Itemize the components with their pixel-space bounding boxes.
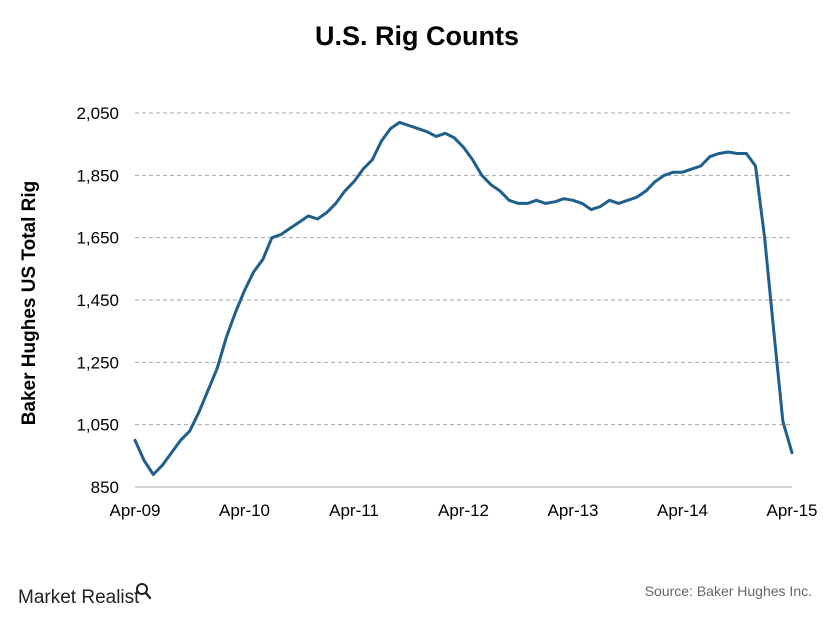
series-layer bbox=[133, 120, 794, 476]
y-tick-label: 1,450 bbox=[76, 291, 119, 310]
x-tick-label: Apr-09 bbox=[109, 501, 160, 520]
y-axis-ticks: 2,050 1,850 1,650 1,450 1,250 1,050 850 bbox=[76, 104, 119, 497]
x-tick-label: Apr-11 bbox=[329, 501, 379, 520]
y-tick-label: 1,850 bbox=[76, 166, 119, 185]
y-tick-label: 1,250 bbox=[76, 353, 119, 372]
brand-logo: Market Realist bbox=[18, 583, 152, 608]
x-tick-label: Apr-13 bbox=[547, 501, 598, 520]
brand-name: Market Realist bbox=[18, 587, 140, 608]
grid-lines bbox=[135, 112, 792, 426]
series-line bbox=[133, 120, 794, 476]
x-tick-label: Apr-12 bbox=[438, 501, 489, 520]
magnifier-icon bbox=[136, 583, 152, 600]
x-tick-label: Apr-15 bbox=[766, 501, 817, 520]
x-axis-ticks: Apr-09 Apr-10 Apr-11 Apr-12 Apr-13 Apr-14 Apr-… bbox=[109, 501, 817, 520]
y-tick-label: 1,050 bbox=[76, 416, 119, 435]
y-tick-label: 2,050 bbox=[76, 104, 119, 123]
chart-title: U.S. Rig Counts bbox=[315, 21, 519, 51]
y-axis-title: Baker Hughes US Total Rig bbox=[19, 181, 40, 426]
x-tick-label: Apr-10 bbox=[219, 501, 270, 520]
source-note: Source: Baker Hughes Inc. bbox=[645, 583, 812, 599]
x-tick-label: Apr-14 bbox=[657, 501, 708, 520]
y-tick-label: 1,650 bbox=[76, 229, 119, 248]
y-tick-label: 850 bbox=[91, 478, 119, 497]
